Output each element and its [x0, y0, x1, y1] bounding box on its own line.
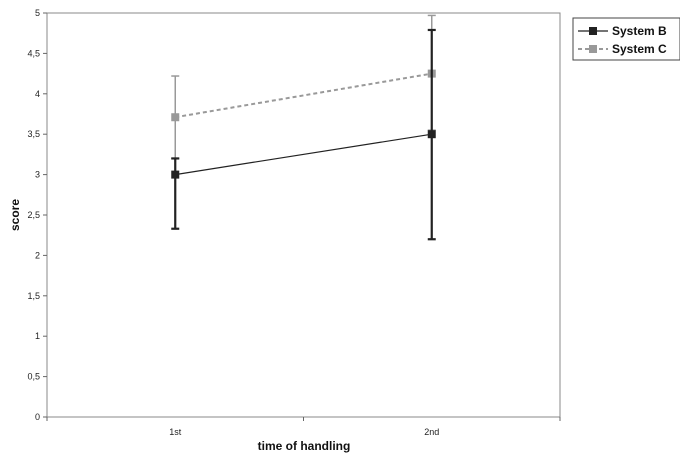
series-0: [171, 28, 436, 241]
y-tick-label: 1,5: [27, 291, 40, 301]
y-tick-label: 4: [35, 89, 40, 99]
y-tick-label: 2,5: [27, 210, 40, 220]
y-axis-title: score: [8, 199, 22, 231]
plot-area: [46, 12, 561, 418]
x-axis: 1st 2nd: [46, 417, 561, 437]
data-point: [171, 170, 180, 179]
legend-label: System C: [612, 42, 667, 56]
series-line: [175, 133, 432, 176]
y-tick-label: 3: [35, 170, 40, 180]
legend-label: System B: [612, 24, 667, 38]
y-axis: 0 0,5 1 1,5 2 2,5 3 3,5 4 4,5 5: [27, 8, 47, 422]
legend-item-1: System C: [578, 42, 667, 56]
series-layer: [171, 14, 436, 241]
y-tick-label: 5: [35, 8, 40, 18]
x-axis-title: time of handling: [258, 439, 351, 453]
data-point: [171, 113, 180, 122]
legend-marker: [589, 45, 597, 53]
x-tick-label: 2nd: [424, 427, 439, 437]
y-tick-label: 1: [35, 331, 40, 341]
y-tick-label: 0,5: [27, 372, 40, 382]
legend-marker: [589, 27, 597, 35]
series-line: [175, 72, 432, 119]
y-tick-label: 2: [35, 250, 40, 260]
data-point: [427, 130, 436, 139]
x-tick-label: 1st: [169, 427, 182, 437]
legend: System B System C: [572, 17, 680, 61]
legend-item-0: System B: [578, 24, 667, 38]
y-tick-label: 0: [35, 412, 40, 422]
y-tick-label: 3,5: [27, 129, 40, 139]
y-tick-label: 4,5: [27, 48, 40, 58]
